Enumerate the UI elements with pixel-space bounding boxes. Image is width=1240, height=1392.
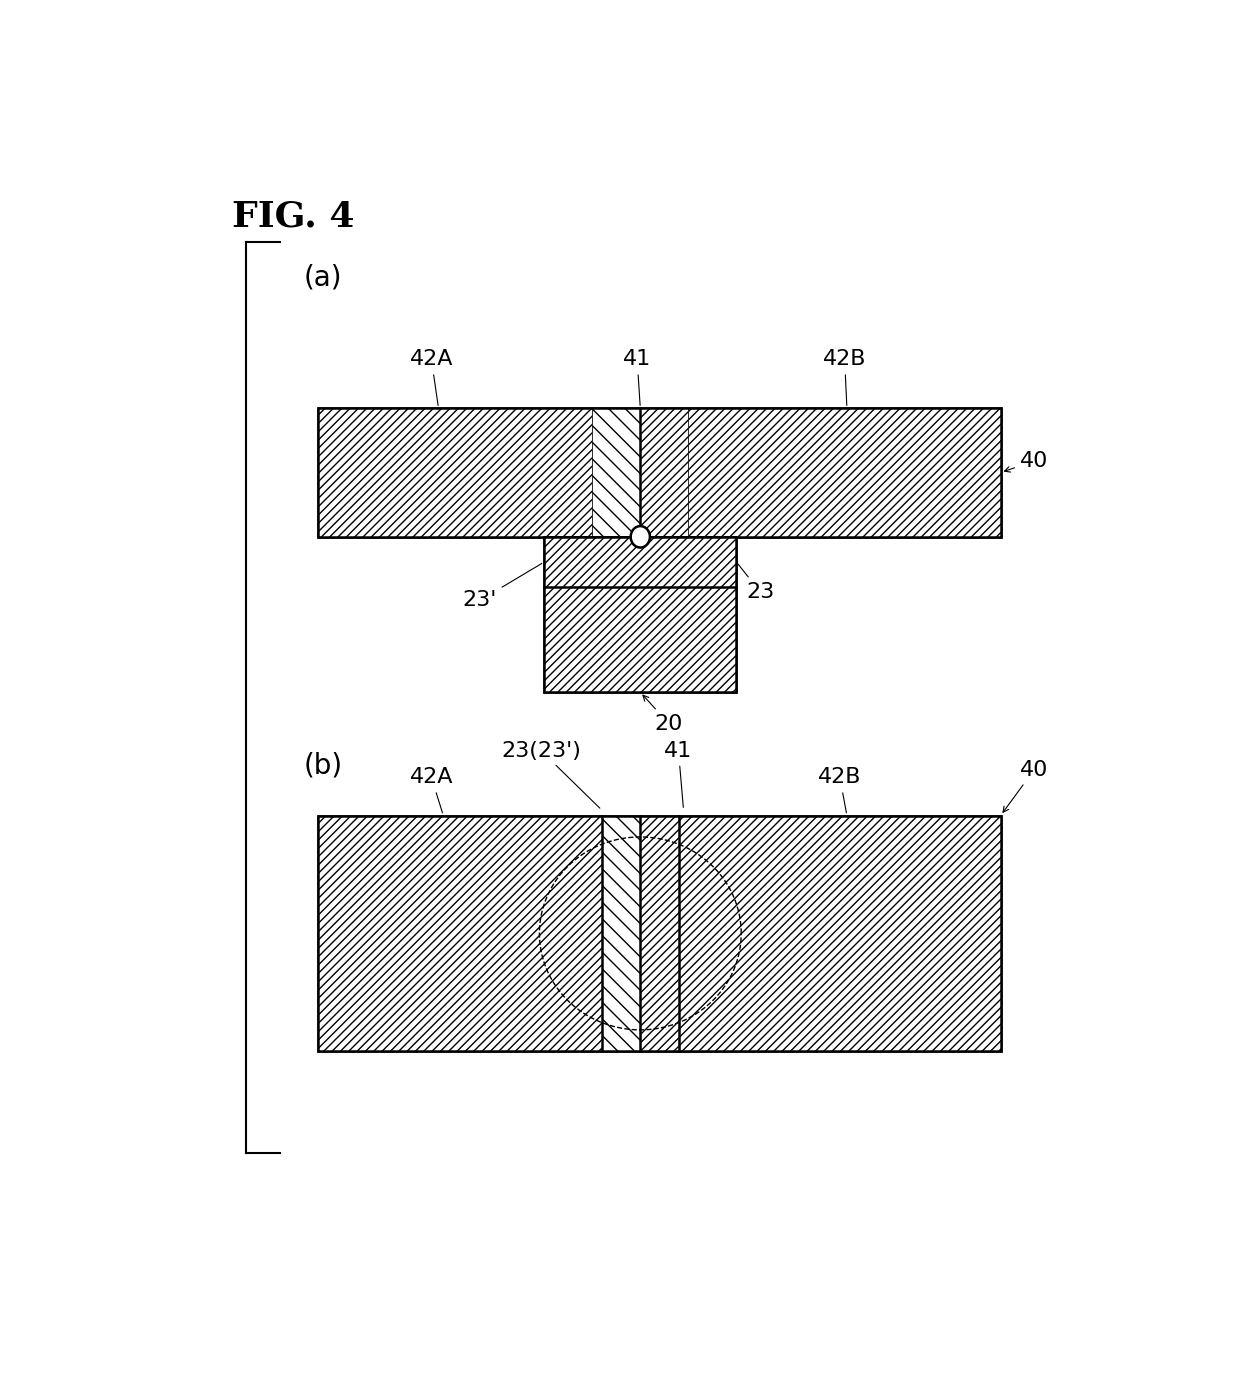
- Text: (a): (a): [304, 263, 342, 291]
- Bar: [319, 816, 1001, 1051]
- Bar: [319, 816, 1001, 1051]
- Bar: [544, 537, 737, 587]
- Text: 40: 40: [1004, 451, 1048, 472]
- Text: 42B: 42B: [818, 767, 862, 813]
- Polygon shape: [640, 816, 678, 1051]
- Text: (b): (b): [304, 752, 343, 780]
- Bar: [319, 408, 1001, 537]
- Bar: [678, 816, 1001, 1051]
- Polygon shape: [640, 408, 688, 537]
- Text: 41: 41: [665, 741, 693, 807]
- Bar: [319, 816, 601, 1051]
- Text: 42A: 42A: [409, 349, 453, 405]
- Text: 42B: 42B: [823, 349, 867, 405]
- Polygon shape: [593, 408, 640, 537]
- Text: 23: 23: [738, 564, 774, 601]
- Text: 42A: 42A: [409, 767, 453, 813]
- Text: 20: 20: [644, 695, 683, 734]
- Text: 40: 40: [1003, 760, 1048, 813]
- Bar: [319, 408, 593, 537]
- Polygon shape: [601, 816, 640, 1051]
- Circle shape: [631, 526, 650, 547]
- Text: 41: 41: [622, 349, 651, 405]
- Bar: [544, 587, 737, 692]
- Text: 23': 23': [463, 564, 542, 611]
- Bar: [688, 408, 1001, 537]
- Bar: [544, 537, 737, 692]
- Text: FIG. 4: FIG. 4: [232, 199, 355, 234]
- FancyBboxPatch shape: [319, 408, 1001, 537]
- Text: 23(23'): 23(23'): [501, 741, 600, 809]
- Bar: [544, 537, 737, 692]
